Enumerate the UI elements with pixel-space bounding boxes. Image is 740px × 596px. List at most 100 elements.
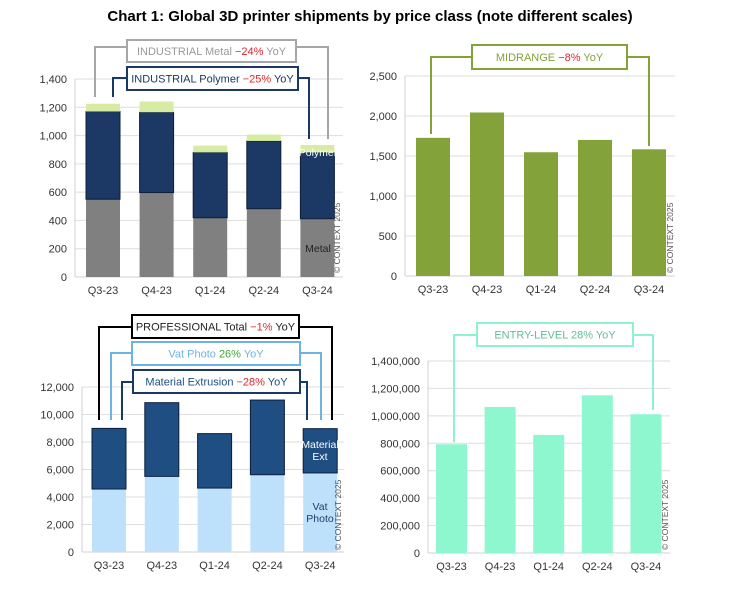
y-tick-label: 600: [49, 187, 67, 199]
y-tick-label: 0: [391, 271, 397, 283]
y-tick-label: 2,000: [369, 111, 397, 123]
callout-text: PROFESSIONAL Total −1% YoY: [136, 322, 296, 334]
copyright-notice: © CONTEXT 2025: [665, 202, 675, 273]
callout-text-part: Material Extrusion: [145, 377, 236, 389]
bar-segment-series-1: [436, 444, 467, 553]
y-tick-label: 400,000: [380, 493, 420, 505]
bar-segment-material-ext: [249, 399, 285, 476]
series-label: Ext: [312, 451, 327, 463]
bar-segment-polymer: [192, 151, 228, 219]
y-tick-label: 1,500: [369, 151, 397, 163]
callout-text-part: YoY: [581, 52, 604, 64]
x-tick-label: Q1-24: [199, 560, 230, 572]
callout-text-part: −1%: [250, 322, 273, 334]
callout-text-part: −25%: [243, 74, 272, 86]
x-tick-label: Q3-24: [302, 285, 333, 297]
y-tick-label: 400: [49, 215, 67, 227]
bar-segment-series-1: [484, 406, 516, 553]
bar-segment-metal: [193, 217, 228, 277]
callout-text-part: INDUSTRIAL Polymer: [131, 74, 242, 86]
bar-segment-series-1: [416, 137, 450, 276]
bar-segment-vat-photo: [144, 476, 179, 552]
bar-segment-series-1: [630, 414, 662, 553]
bracket-line: [298, 77, 310, 139]
y-tick-label: 2,000: [46, 520, 74, 532]
bar-segment-series-3: [300, 145, 335, 153]
bracket-line: [300, 381, 308, 420]
bracket-line: [453, 334, 477, 442]
callout-box: [476, 322, 634, 347]
bracket-line: [121, 381, 133, 420]
bar-segment-metal: [139, 192, 174, 277]
y-tick-label: 1,200: [39, 102, 67, 114]
x-tick-label: Q3-23: [436, 561, 467, 573]
y-tick-label: 500: [379, 231, 397, 243]
bracket-line: [94, 46, 127, 97]
series-label: Vat: [313, 501, 328, 513]
y-tick-label: 800,000: [380, 438, 420, 450]
callout-text: ENTRY-LEVEL 28% YoY: [494, 330, 616, 342]
chart-panel-3: 0 2,000 4,000 6,000 8,000 10,000 12,000 Q3-23 Q4…: [40, 314, 344, 572]
bar-segment-series-1: [524, 152, 558, 276]
x-tick-label: Q4-23: [141, 285, 172, 297]
chart-panel-4: 0 200,000 400,000 600,000 800,000 1,000,000 1,…: [371, 322, 670, 573]
x-tick-label: Q1-24: [195, 285, 226, 297]
x-tick-label: Q2-24: [252, 560, 283, 572]
bar-segment-series-3: [193, 145, 228, 153]
callout-text: Vat Photo 26% YoY: [168, 349, 264, 361]
callout-box: [471, 44, 628, 70]
bar-segment-vat-photo: [92, 489, 126, 552]
y-tick-label: 1,200,000: [371, 383, 420, 395]
callout-text-part: YoY: [265, 377, 288, 389]
y-tick-label: 2,500: [369, 71, 397, 83]
callout-text-part: −28%: [237, 377, 266, 389]
bar-segment-material-ext: [144, 402, 180, 477]
callout-text: MIDRANGE −8% YoY: [496, 52, 604, 64]
bracket-line: [98, 326, 132, 420]
series-label: Metal: [305, 243, 331, 255]
bar-segment-vat-photo: [303, 472, 338, 552]
callout-box: [131, 314, 300, 339]
copyright-notice: © CONTEXT 2025: [333, 479, 343, 550]
y-tick-label: 4,000: [46, 492, 74, 504]
y-tick-label: 600,000: [380, 466, 420, 478]
callout-text-part: −24%: [235, 46, 264, 58]
x-tick-label: Q3-23: [88, 285, 119, 297]
callout-text-part: INDUSTRIAL Metal: [137, 46, 235, 58]
y-tick-label: 10,000: [40, 410, 74, 422]
bar-segment-material-ext: [197, 433, 233, 489]
chart-panel-1: 0 200 400 600 800 1,000 1,200 1,400 Q3-23 Q4-23 Q1…: [39, 39, 343, 297]
callout-text-part: Vat Photo: [168, 349, 219, 361]
callout-text-part: YoY: [271, 74, 294, 86]
callout-text-part: YoY: [263, 46, 286, 58]
bar-segment-metal: [246, 208, 281, 277]
y-tick-label: 1,400,000: [371, 356, 420, 368]
bracket-line: [430, 56, 472, 134]
x-tick-label: Q4-23: [472, 284, 503, 296]
bar-segment-material-ext: [302, 428, 338, 474]
bar-segment-polymer: [299, 151, 335, 220]
y-tick-label: 0: [61, 272, 67, 284]
chart-panel-2: 0 500 1,000 1,500 2,000 2,500 Q3-23 Q4-23 Q1-24 Q…: [369, 44, 675, 296]
bar-segment-polymer: [139, 111, 175, 194]
x-tick-label: Q3-24: [305, 560, 336, 572]
copyright-notice: © CONTEXT 2025: [660, 479, 670, 550]
copyright-notice: © CONTEXT 2025: [332, 202, 342, 273]
bracket-line: [300, 352, 322, 420]
x-tick-label: Q3-24: [634, 284, 665, 296]
bar-segment-material-ext: [91, 427, 127, 490]
callout-box: [126, 66, 299, 91]
bar-segment-polymer: [246, 140, 282, 210]
x-tick-label: Q3-24: [631, 561, 662, 573]
bar-segment-vat-photo: [250, 474, 285, 552]
bar-segment-series-1: [578, 139, 612, 276]
callout-text-part: PROFESSIONAL Total: [136, 322, 250, 334]
series-label: Material: [301, 439, 338, 451]
x-tick-label: Q3-23: [418, 284, 449, 296]
x-tick-label: Q1-24: [533, 561, 564, 573]
x-tick-label: Q2-24: [582, 561, 613, 573]
callout-text-part: MIDRANGE: [496, 52, 558, 64]
x-tick-label: Q4-23: [147, 560, 178, 572]
bar-segment-polymer: [85, 111, 121, 200]
